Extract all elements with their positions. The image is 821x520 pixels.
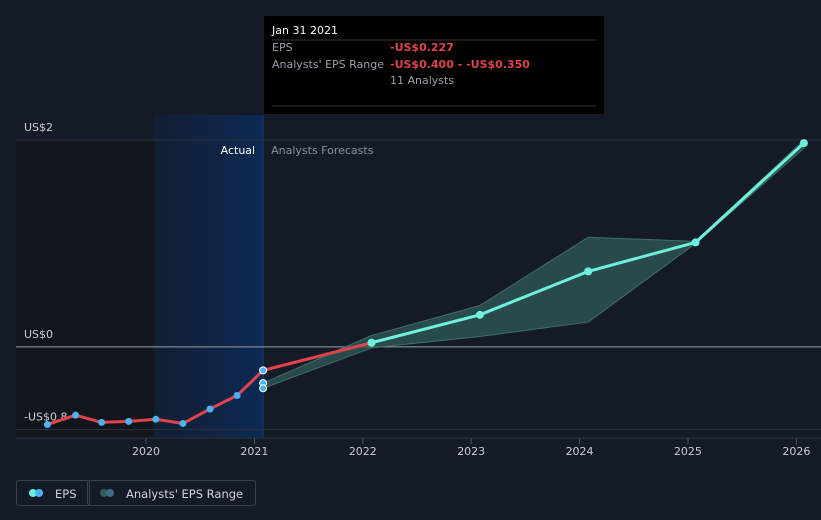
legend-dot	[100, 489, 108, 497]
x-tick-label: 2023	[457, 445, 485, 458]
eps-point	[799, 139, 808, 148]
eps-actual-line	[46, 341, 372, 426]
x-tick-label: 2026	[782, 445, 810, 458]
eps-point	[691, 238, 700, 247]
eps-point	[72, 411, 80, 419]
range-area	[262, 138, 805, 389]
eps-point	[475, 310, 484, 319]
actual-shade	[154, 115, 264, 438]
x-tick-label: 2022	[349, 445, 377, 458]
tooltip-box	[264, 16, 604, 114]
legend-range[interactable]: Analysts' EPS Range	[87, 480, 257, 506]
eps-point	[367, 338, 376, 347]
tooltip: Jan 31 2021 EPS -US$0.227 Analysts' EPS …	[264, 16, 604, 114]
eps-point	[233, 392, 241, 400]
legend-label: Analysts' EPS Range	[126, 487, 244, 501]
legend-dot	[106, 489, 114, 497]
tooltip-eps-value: -US$0.227	[390, 41, 454, 54]
actual-label: Actual	[221, 144, 255, 157]
legend-label: EPS	[55, 487, 77, 501]
legend-dot	[35, 489, 43, 497]
tooltip-title: Jan 31 2021	[271, 24, 338, 37]
x-tick-label: 2021	[240, 445, 268, 458]
eps-point	[259, 366, 268, 375]
eps-point	[206, 405, 214, 413]
tooltip-range-label: Analysts' EPS Range	[272, 58, 384, 71]
chart: Actual Analysts Forecasts Jan 31 2021 EP…	[16, 16, 821, 458]
eps-point	[584, 267, 593, 276]
legend-eps[interactable]: EPS	[16, 480, 90, 506]
tooltip-analysts: 11 Analysts	[390, 74, 454, 87]
past-shade	[16, 140, 155, 438]
tooltip-eps-label: EPS	[272, 41, 293, 54]
eps-point	[125, 417, 133, 425]
tooltip-range-value: -US$0.400 - -US$0.350	[390, 58, 530, 71]
y-tick-label: US$2	[24, 121, 53, 134]
eps-point	[43, 420, 51, 428]
range-point	[259, 384, 268, 393]
y-tick-label: US$0	[24, 328, 53, 341]
forecast-label: Analysts Forecasts	[271, 144, 374, 157]
legend-dot	[29, 489, 37, 497]
eps-point	[152, 415, 160, 423]
x-tick-label: 2025	[674, 445, 702, 458]
eps-point	[179, 419, 187, 427]
eps-point	[98, 418, 106, 426]
x-tick-label: 2020	[132, 445, 160, 458]
x-tick-label: 2024	[566, 445, 594, 458]
